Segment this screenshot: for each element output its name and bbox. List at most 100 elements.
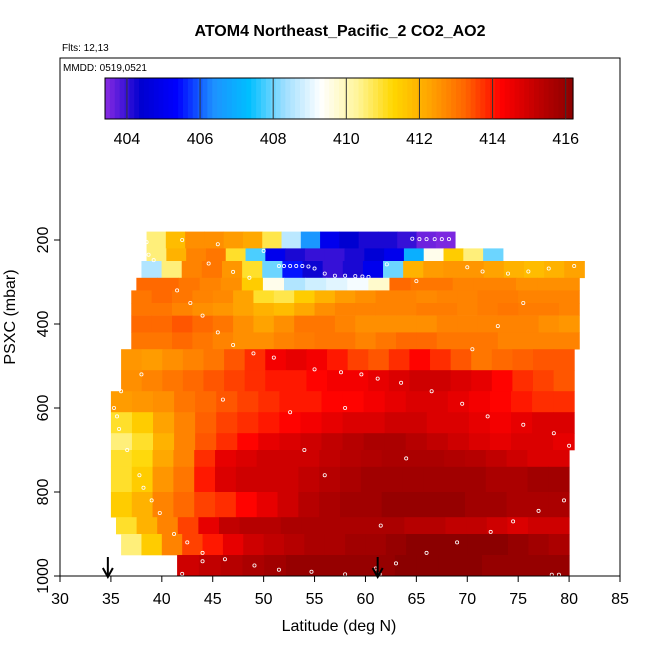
heatmap-cell [452,277,475,291]
x-tick-label: 45 [204,591,222,608]
heatmap-cell [518,315,540,333]
heatmap-cell [262,231,283,249]
colorbar: 404 406 408 410 412 414 416 [104,77,579,148]
heatmap-cell [329,555,352,577]
colorbar-swatch [431,78,438,119]
flight-point [231,269,236,274]
flight-point [521,300,526,305]
heatmap-cell [446,534,468,556]
heatmap-cell [447,433,470,451]
heatmap-cell [258,412,280,434]
heatmap-cell [110,433,133,451]
colorbar-swatch [553,78,559,119]
heatmap-cell [195,412,217,434]
heatmap-cell [389,277,412,291]
colorbar-swatch [509,78,516,119]
heatmap-cell [195,391,217,413]
heatmap-cell [365,534,387,556]
heatmap-cell [396,303,417,316]
colorbar-tick-label: 412 [406,131,433,148]
flight-point [276,264,281,269]
heatmap-cell [216,412,238,434]
colorbar-swatch [543,78,550,119]
heatmap-cell [525,555,548,577]
heatmap-cell [141,370,163,392]
heatmap-cell [265,370,287,392]
heatmap-cell [503,555,527,577]
heatmap-cell [467,534,489,556]
flight-point [312,266,317,271]
flight-point [172,532,177,537]
heatmap-cell [527,466,549,493]
heatmap-cell [463,248,484,262]
heatmap-cell [152,466,174,493]
colorbar-swatch [300,78,306,119]
colorbar-swatch [499,78,506,119]
flight-point [375,376,380,381]
heatmap-cell [162,349,184,371]
heatmap-cell [485,466,508,493]
heatmap-cell [304,534,326,556]
heatmap-cell [277,492,299,518]
heatmap-cell [146,248,167,262]
heatmap-cell [242,261,263,279]
flight-point [332,273,337,278]
heatmap-cell [528,534,550,556]
x-tick-label: 35 [102,591,120,608]
x-tick-label: 85 [611,591,629,608]
heatmap-cell [152,450,174,468]
flight-point [495,324,500,329]
heatmap-cell [181,261,203,279]
heatmap-cell [300,231,321,249]
heatmap-cell [218,517,241,535]
colorbar-swatch [363,78,369,119]
heatmap-cell [553,370,575,392]
colorbar-swatch [348,78,355,119]
colorbar-swatch [387,78,394,119]
heatmap-cell [202,534,224,556]
colorbar-swatch [397,78,403,119]
heatmap-cell [368,277,390,291]
heatmap-cell [396,315,417,333]
heatmap-cell [532,370,555,392]
flight-point [465,265,470,270]
heatmap-cell [360,492,383,518]
colorbar-swatch [295,78,301,119]
heatmap-cell [402,466,424,493]
heatmap-cell [489,433,512,451]
heatmap-cell [256,466,279,493]
heatmap-cell [110,391,133,413]
heatmap-cell [485,492,508,518]
heatmap-cell [205,248,227,262]
colorbar-swatch [548,78,555,119]
heatmap-cell [511,391,533,413]
heatmap-cell [506,450,528,468]
heatmap-cell [396,332,417,350]
heatmap-cell [300,433,322,451]
colorbar-swatch [119,78,126,119]
heatmap-cell [424,517,447,535]
heatmap-cell [473,277,496,291]
heatmap-cell [244,349,266,371]
heatmap-cell [273,315,295,333]
y-tick-label: 200 [35,227,52,254]
heatmap-cell [224,349,246,371]
heatmap-cell [242,555,265,577]
colorbar-tick-label: 408 [260,131,287,148]
heatmap-cell [497,332,519,350]
heatmap-cell [383,517,405,535]
heatmap-cell [319,466,341,493]
heatmap-cell [279,412,301,434]
heatmap-cell [110,412,133,434]
heatmap-cell [284,277,306,291]
y-tick-label: 600 [35,395,52,422]
flight-point [309,569,314,574]
heatmap-cell [233,315,254,333]
heatmap-cell [444,466,466,493]
heatmap-cell [222,534,244,556]
y-tick-label: 1000 [35,558,52,594]
flight-point [111,405,116,410]
heatmap-cell [121,349,143,371]
heatmap-cell [192,332,214,350]
colorbar-swatch [192,78,199,119]
